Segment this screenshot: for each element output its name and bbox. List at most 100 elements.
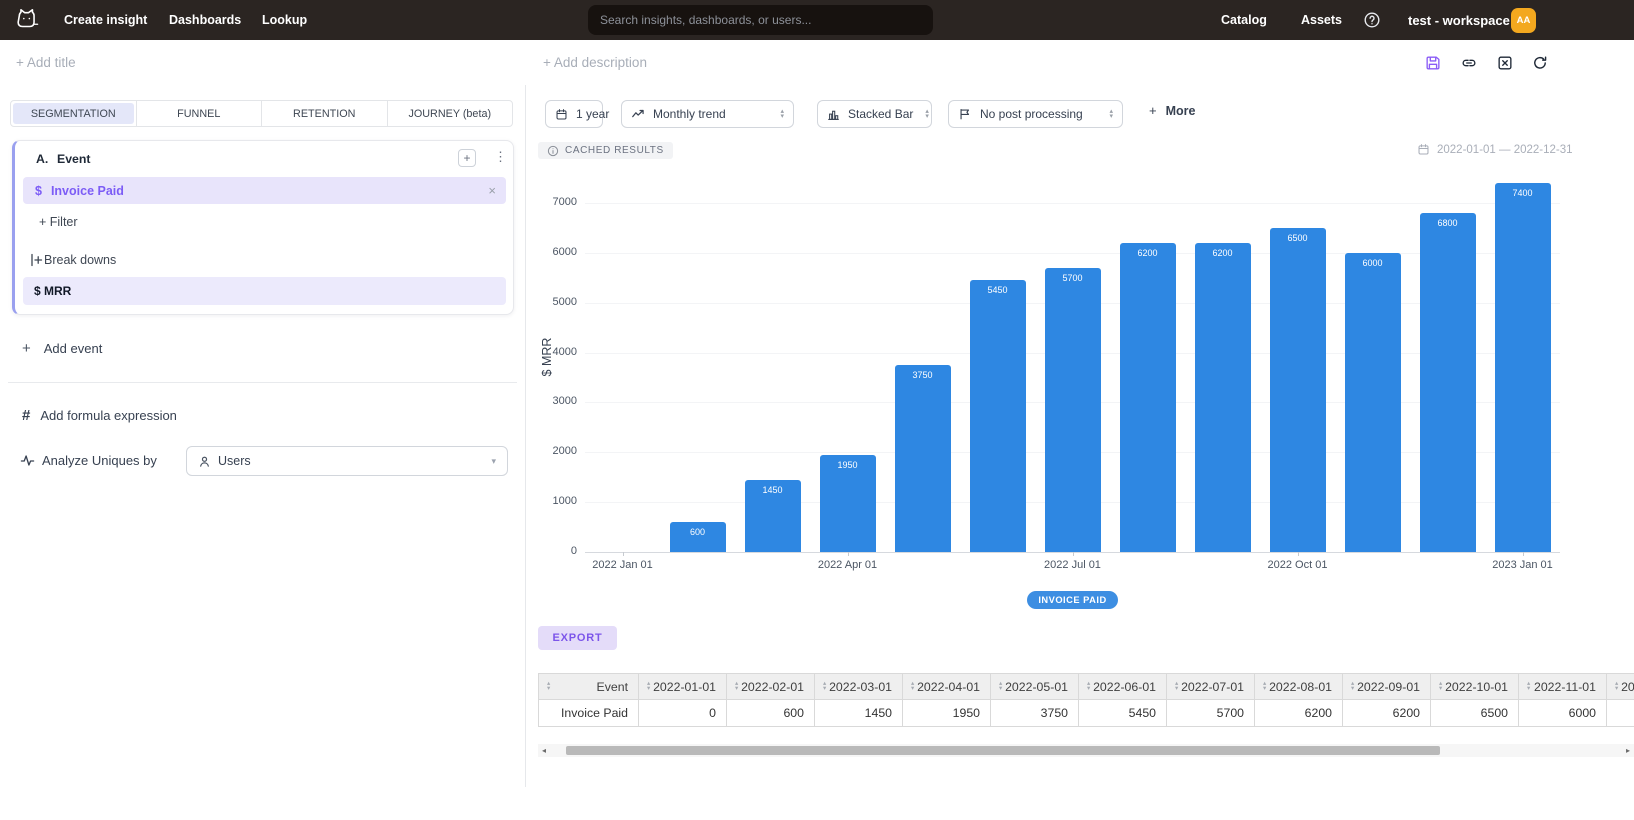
bar-value-label: 5700 <box>1062 272 1083 283</box>
table-header-cell[interactable]: ▴ ▾ 2022-03-01 <box>815 673 903 700</box>
table-header-cell[interactable]: ▴ ▾ 2022-02-01 <box>727 673 815 700</box>
table-header-cell[interactable]: ▴ ▾ Event <box>539 673 639 700</box>
scroll-right-icon[interactable]: ▸ <box>1625 746 1630 755</box>
save-icon[interactable] <box>1424 54 1442 72</box>
scrollbar-thumb[interactable] <box>566 746 1440 755</box>
sort-icon[interactable]: ▴ ▾ <box>1263 680 1267 692</box>
nav-create-insight[interactable]: Create insight <box>64 13 148 27</box>
table-header-cell[interactable]: ▴ ▾ 2022-06-01 <box>1079 673 1167 700</box>
nav-lookup[interactable]: Lookup <box>262 13 308 27</box>
table-cell-value: 5700 <box>1167 700 1255 727</box>
sort-icon[interactable]: ▴ ▾ <box>823 680 827 692</box>
brand-cat-logo-icon[interactable] <box>13 6 40 33</box>
sort-icon[interactable]: ▴ ▾ <box>735 680 739 692</box>
nav-catalog[interactable]: Catalog <box>1221 13 1267 27</box>
event-card: A. Event + ⋮ $ Invoice Paid × + Filter B… <box>12 140 514 315</box>
tab-segmentation[interactable]: SEGMENTATION <box>13 103 134 124</box>
add-filter-button[interactable]: + Filter <box>39 215 78 229</box>
link-icon[interactable] <box>1460 54 1478 72</box>
chart-bar-2022-03-01[interactable]: 1450 <box>744 479 801 552</box>
table-header-cell[interactable]: ▴▾2022-12-01 <box>1607 673 1634 700</box>
table-header-cell[interactable]: ▴ ▾ 2022-11-01 <box>1519 673 1607 700</box>
event-card-title: Event <box>57 152 91 166</box>
breakdowns-button[interactable]: Break downs <box>44 253 117 267</box>
cached-results-badge: CACHED RESULTS <box>538 142 673 159</box>
trend-value: Monthly trend <box>653 107 726 121</box>
add-title-button[interactable]: + Add title <box>16 55 76 70</box>
tab-journey[interactable]: JOURNEY (beta) <box>386 101 513 126</box>
table-row: Invoice Paid 0 600 1450 1950 3750 5450 5700 6200… <box>539 700 1634 727</box>
x-axis-tick-label: 2022 Jan 01 <box>592 559 653 571</box>
sort-icon[interactable]: ▴ ▾ <box>1615 680 1619 692</box>
chart-type-select[interactable]: Stacked Bar ▴ ▾ <box>817 100 932 128</box>
add-formula-button[interactable]: # Add formula expression <box>22 407 177 424</box>
chart-date-range[interactable]: 2022-01-01 — 2022-12-31 <box>1417 143 1573 156</box>
x-axis-tick-label: 2022 Apr 01 <box>817 559 878 571</box>
chart-bar-2022-09-01[interactable]: 6200 <box>1194 242 1251 552</box>
table-header-cell[interactable]: ▴ ▾ 2022-04-01 <box>903 673 991 700</box>
horizontal-scrollbar[interactable]: ◂ ▸ <box>538 744 1634 757</box>
remove-event-icon[interactable]: × <box>488 183 496 198</box>
chart-bar-2022-07-01[interactable]: 5700 <box>1044 267 1101 552</box>
add-description-button[interactable]: + Add description <box>543 55 647 70</box>
workspace-name[interactable]: test - workspace <box>1408 12 1510 28</box>
event-card-letter: A. <box>36 152 49 166</box>
analyze-entity-select[interactable]: Users ▾ <box>186 446 508 476</box>
y-axis-tick-label: 0 <box>570 545 577 557</box>
event-menu-kebab-icon[interactable]: ⋮ <box>494 149 507 164</box>
duplicate-event-icon[interactable]: + <box>458 149 476 167</box>
x-axis-tick-label: 2022 Oct 01 <box>1267 559 1328 571</box>
analyze-entity-value: Users <box>218 454 251 468</box>
chart-bar-2022-02-01[interactable]: 600 <box>669 522 726 552</box>
help-icon[interactable] <box>1363 11 1381 29</box>
trend-select[interactable]: Monthly trend ▴ ▾ <box>621 100 794 128</box>
sort-icon[interactable]: ▴ ▾ <box>1351 680 1355 692</box>
post-processing-select[interactable]: No post processing ▴ ▾ <box>948 100 1123 128</box>
chart-bar-2023-01-01[interactable]: 7400 <box>1494 183 1551 552</box>
sort-icon[interactable]: ▴ ▾ <box>1439 680 1443 692</box>
calendar-icon <box>1417 143 1430 156</box>
chart-bar-2022-12-01[interactable]: 6800 <box>1419 212 1476 552</box>
user-icon <box>198 455 211 468</box>
sort-icon[interactable]: ▴ ▾ <box>1087 680 1091 692</box>
more-options-button[interactable]: + More <box>1149 103 1195 118</box>
tab-retention[interactable]: RETENTION <box>261 101 387 126</box>
scroll-left-icon[interactable]: ◂ <box>542 746 547 755</box>
table-header-cell[interactable]: ▴ ▾ 2022-01-01 <box>639 673 727 700</box>
tab-funnel[interactable]: FUNNEL <box>135 101 262 126</box>
chart-bar-2022-11-01[interactable]: 6000 <box>1344 252 1401 552</box>
table-header-cell[interactable]: ▴ ▾ 2022-08-01 <box>1255 673 1343 700</box>
refresh-icon[interactable] <box>1531 54 1549 72</box>
nav-assets[interactable]: Assets <box>1301 13 1342 27</box>
date-range-button[interactable]: 1 year <box>545 100 609 128</box>
sort-icon[interactable]: ▴ ▾ <box>911 680 915 692</box>
nav-dashboards[interactable]: Dashboards <box>169 13 242 27</box>
add-event-button[interactable]: + Add event <box>22 340 102 357</box>
table-header-cell[interactable]: ▴ ▾ 2022-07-01 <box>1167 673 1255 700</box>
avatar[interactable]: AA <box>1511 8 1536 33</box>
table-header-cell[interactable]: ▴ ▾ 2022-09-01 <box>1343 673 1431 700</box>
sort-icon[interactable]: ▴ ▾ <box>647 680 651 692</box>
global-search[interactable] <box>588 5 933 35</box>
select-spinner-icon: ▴ ▾ <box>780 108 784 120</box>
selected-event-row[interactable]: $ Invoice Paid × <box>23 177 506 204</box>
sort-icon[interactable]: ▴ ▾ <box>999 680 1003 692</box>
chart-bar-2022-06-01[interactable]: 5450 <box>969 280 1026 552</box>
sort-icon[interactable]: ▴ ▾ <box>547 680 551 692</box>
table-cell-value: 0 <box>639 700 727 727</box>
breakdown-value-row[interactable]: $ MRR <box>23 277 506 305</box>
chart-bar-2022-08-01[interactable]: 6200 <box>1119 242 1176 552</box>
sort-icon[interactable]: ▴ ▾ <box>1527 680 1531 692</box>
table-cell-value: 6000 <box>1519 700 1607 727</box>
export-button[interactable]: EXPORT <box>538 626 617 650</box>
search-input[interactable] <box>588 13 933 27</box>
chart-bar-2022-05-01[interactable]: 3750 <box>894 365 951 552</box>
close-box-icon[interactable] <box>1496 54 1514 72</box>
chart-bar-2022-04-01[interactable]: 1950 <box>819 454 876 552</box>
legend-invoice-paid[interactable]: INVOICE PAID <box>1027 591 1118 609</box>
sort-icon[interactable]: ▴ ▾ <box>1175 680 1179 692</box>
chart-bar-2022-10-01[interactable]: 6500 <box>1269 227 1326 552</box>
table-header-cell[interactable]: ▴ ▾ 2022-10-01 <box>1431 673 1519 700</box>
table-header-cell[interactable]: ▴ ▾ 2022-05-01 <box>991 673 1079 700</box>
analyze-uniques-label: Analyze Uniques by <box>42 453 157 468</box>
